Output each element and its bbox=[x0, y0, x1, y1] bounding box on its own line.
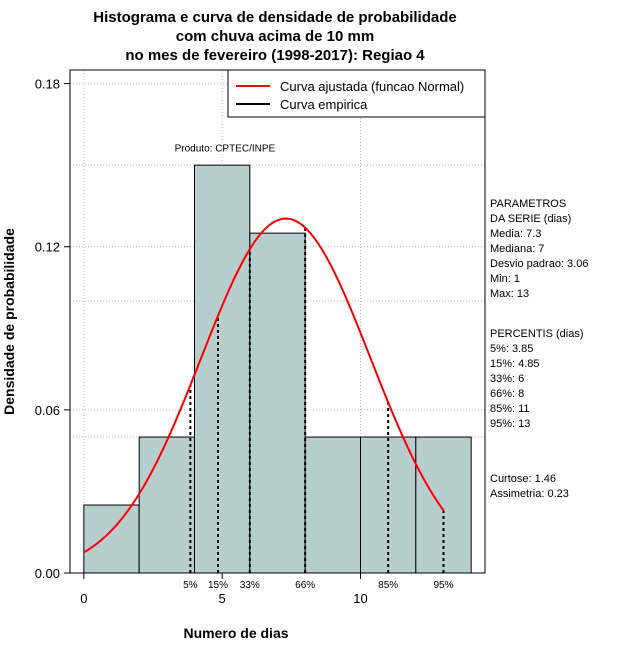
percentile-lines: 5% 15% 33% 66% 85% 95% Produto: CPTEC/INPE bbox=[175, 144, 454, 591]
percentile-label: 95% bbox=[433, 580, 453, 591]
percentile-label: 5% bbox=[183, 580, 198, 591]
percentile-stat-line: 85%: 11 bbox=[490, 403, 530, 415]
histogram-bar bbox=[194, 164, 251, 574]
percentile-stat-line: 66%: 8 bbox=[490, 388, 524, 400]
percentile-stat-line: PERCENTIS (dias) bbox=[490, 328, 584, 340]
percentile-stat-line: 95%: 13 bbox=[490, 418, 530, 430]
param-line: Mediana: 7 bbox=[490, 243, 544, 255]
percentile-label: 15% bbox=[208, 580, 228, 591]
param-line: Media: 7.3 bbox=[490, 228, 541, 240]
legend: Curva ajustada (funcao Normal) Curva empi… bbox=[227, 69, 486, 118]
percentile-label: 33% bbox=[240, 580, 260, 591]
shape-stat-line: Curtose: 1.46 bbox=[490, 473, 556, 485]
title-line: Histograma e curva de densidade de proba… bbox=[93, 9, 456, 26]
x-axis-label: Numero de dias bbox=[183, 625, 288, 641]
annotation-text: Produto: CPTEC/INPE bbox=[175, 144, 276, 155]
histogram-bar bbox=[83, 504, 140, 574]
x-tick-label: 10 bbox=[353, 591, 367, 606]
param-line: Min: 1 bbox=[490, 273, 520, 285]
chart-title: Histograma e curva de densidade de proba… bbox=[93, 9, 456, 64]
y-axis-label: Densidade de probabilidade bbox=[1, 228, 17, 415]
normal-curve-line bbox=[83, 217, 445, 554]
histogram-bar bbox=[138, 436, 196, 574]
percentile-stat-line: 15%: 4.85 bbox=[490, 358, 540, 370]
side-panel: PARAMETROS DA SERIE (dias) Media: 7.3 Med… bbox=[490, 198, 588, 500]
y-tick-label: 0.06 bbox=[35, 403, 60, 418]
legend-box bbox=[227, 69, 486, 118]
percentile-stat-line: 33%: 6 bbox=[490, 373, 524, 385]
title-line: com chuva acima de 10 mm bbox=[176, 28, 374, 45]
histogram-bar bbox=[415, 436, 472, 574]
param-line: Max: 13 bbox=[490, 288, 529, 300]
y-tick-label: 0.18 bbox=[35, 77, 60, 92]
histogram-bar bbox=[304, 436, 361, 574]
param-line: PARAMETROS bbox=[490, 198, 566, 210]
histogram-bar bbox=[249, 232, 306, 574]
title-line: no mes de fevereiro (1998-2017): Regiao … bbox=[125, 47, 425, 64]
percentile-stat-line: 5%: 3.85 bbox=[490, 343, 533, 355]
y-tick-label: 0.12 bbox=[35, 240, 60, 255]
legend-label: Curva empirica bbox=[280, 97, 368, 112]
percentile-label: 85% bbox=[378, 580, 398, 591]
percentile-label: 66% bbox=[295, 580, 315, 591]
param-line: Desvio padrao: 3.06 bbox=[490, 258, 588, 270]
x-tick-label: 0 bbox=[80, 591, 87, 606]
x-tick-label: 5 bbox=[219, 591, 226, 606]
legend-label: Curva ajustada (funcao Normal) bbox=[280, 79, 464, 94]
param-line: DA SERIE (dias) bbox=[490, 213, 571, 225]
histogram-bars bbox=[83, 164, 472, 574]
normal-curve bbox=[83, 217, 445, 554]
y-tick-label: 0.00 bbox=[35, 566, 60, 581]
shape-stat-line: Assimetria: 0.23 bbox=[490, 488, 569, 500]
